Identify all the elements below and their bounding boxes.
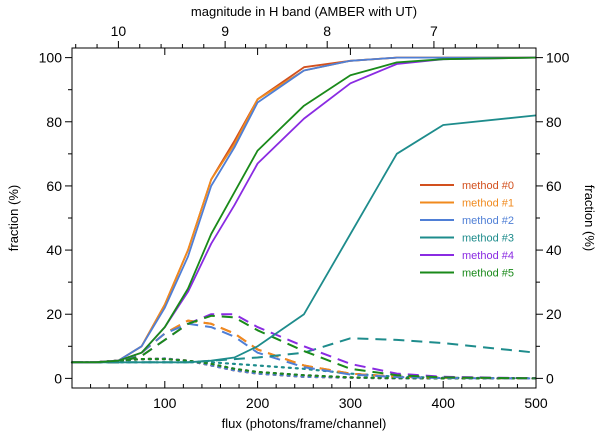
top-axis-title: magnitude in H band (AMBER with UT) bbox=[191, 4, 417, 19]
series-line-dashed-method-2 bbox=[72, 322, 537, 380]
legend-label: method #1 bbox=[462, 198, 514, 210]
y-axis-title-right: fraction (%) bbox=[582, 185, 597, 251]
y-tick-label: 0 bbox=[54, 370, 62, 386]
series-line-solid-method-2 bbox=[72, 56, 536, 364]
y-tick-label-right: 100 bbox=[546, 50, 570, 66]
legend-label: method #3 bbox=[462, 233, 514, 245]
y-tick-label: 100 bbox=[39, 50, 63, 66]
series-line-solid-method-4 bbox=[72, 56, 537, 364]
top-tick-label: 10 bbox=[111, 23, 127, 39]
y-tick-label: 80 bbox=[46, 114, 62, 130]
y-tick-label: 20 bbox=[46, 306, 62, 322]
series-line-dotted-method-5 bbox=[70, 358, 538, 380]
top-tick-label: 7 bbox=[430, 23, 438, 39]
legend-label: method #0 bbox=[462, 180, 514, 192]
top-tick-label: 9 bbox=[221, 23, 229, 39]
x-tick-label: 200 bbox=[246, 395, 270, 411]
y-tick-label: 60 bbox=[46, 178, 62, 194]
top-tick-label: 8 bbox=[323, 23, 331, 39]
legend: method #0 method #1 method #2 method #3 meth… bbox=[420, 180, 514, 280]
x-tick-label: 400 bbox=[432, 395, 456, 411]
legend-label: method #4 bbox=[462, 250, 514, 262]
x-axis-title: flux (photons/frame/channel) bbox=[222, 416, 387, 431]
series-line-dashed-method-1 bbox=[72, 319, 537, 380]
x-tick-label: 300 bbox=[339, 395, 363, 411]
legend-label: method #2 bbox=[462, 215, 514, 227]
series-line-solid-method-0 bbox=[72, 56, 536, 364]
y-axis-title: fraction (%) bbox=[6, 185, 21, 251]
y-tick-label-right: 20 bbox=[546, 306, 562, 322]
axes: 100 200 300 400 500 10 9 8 7 0 0 20 20 40 40 60 60 80 80 10… bbox=[39, 23, 570, 411]
y-tick-label-right: 80 bbox=[546, 114, 562, 130]
series-line-solid-method-3 bbox=[72, 114, 537, 364]
y-tick-label-right: 0 bbox=[546, 370, 554, 386]
legend-label: method #5 bbox=[462, 268, 514, 280]
series-line-dashed-method-5 bbox=[72, 314, 537, 380]
series-line-dashed-method-4 bbox=[72, 313, 537, 380]
plot-marks bbox=[70, 56, 538, 380]
x-tick-label: 500 bbox=[524, 395, 548, 411]
series-line-solid-method-1 bbox=[72, 56, 536, 364]
series-line-solid-method-5 bbox=[72, 56, 537, 364]
x-tick-label: 100 bbox=[153, 395, 177, 411]
y-tick-label-right: 60 bbox=[546, 178, 562, 194]
y-tick-label: 40 bbox=[46, 242, 62, 258]
y-tick-label-right: 40 bbox=[546, 242, 562, 258]
